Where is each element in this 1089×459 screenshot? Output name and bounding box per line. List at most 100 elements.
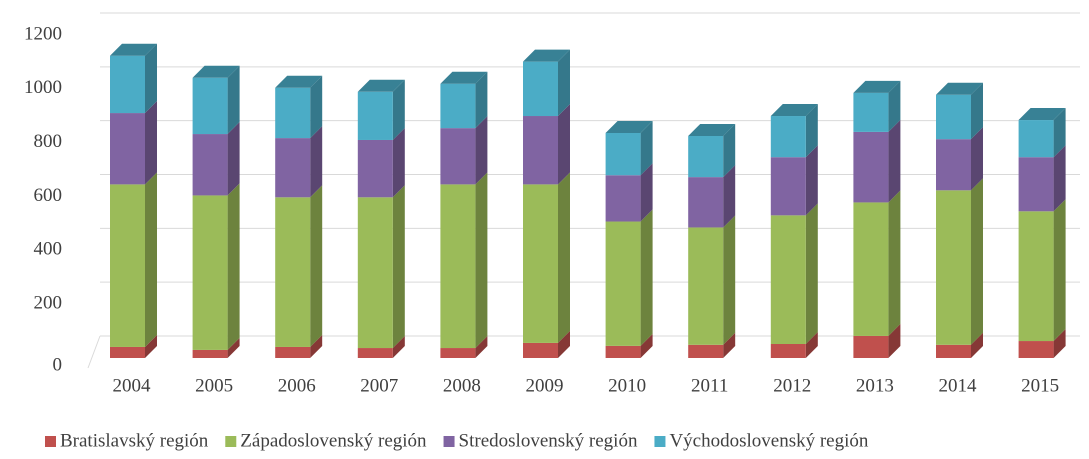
bar: [357, 91, 393, 140]
bar-top: [523, 49, 570, 62]
bar: [523, 61, 558, 117]
y-tick-label: 0: [53, 354, 63, 375]
bar-side: [723, 215, 736, 345]
legend-swatch: [225, 436, 237, 447]
bar: [275, 197, 311, 347]
bar-side: [392, 79, 405, 140]
x-tick-label: 2009: [526, 375, 564, 396]
bar-top: [1018, 108, 1066, 121]
bar-side: [145, 172, 157, 347]
bar-side: [227, 122, 240, 196]
bar-side: [392, 185, 405, 349]
bar-side: [805, 203, 818, 345]
bar-top: [275, 75, 323, 88]
legend-label: Bratislavský región: [60, 430, 209, 451]
bar: [192, 349, 228, 358]
x-tick-label: 2015: [1021, 375, 1059, 396]
legend-swatch: [654, 436, 666, 447]
bar-top: [853, 80, 901, 93]
bar: [605, 175, 641, 222]
bar-side: [1053, 108, 1066, 158]
y-tick-label: 400: [34, 239, 63, 260]
bar: [688, 344, 724, 358]
bar-side: [805, 145, 818, 216]
bar-side: [971, 127, 983, 191]
bar-side: [475, 116, 488, 185]
bar-side: [145, 101, 157, 185]
bar: [770, 116, 806, 158]
bar-side: [310, 75, 323, 139]
legend-swatch: [45, 436, 56, 447]
bar: [110, 184, 145, 347]
x-tick-label: 2011: [691, 375, 728, 396]
bar: [440, 128, 476, 185]
bar-side: [723, 332, 736, 358]
bar: [110, 55, 145, 114]
floor-edge: [87, 335, 101, 369]
bar: [357, 348, 393, 358]
bar-side: [1053, 329, 1066, 358]
bar: [275, 87, 311, 139]
y-tick-label: 200: [34, 293, 63, 314]
bar-side: [475, 71, 488, 129]
bar: [853, 202, 889, 336]
bar-side: [145, 43, 157, 114]
bar-side: [558, 49, 570, 117]
bar-side: [640, 209, 653, 346]
bar: [1018, 120, 1054, 158]
bar-side: [888, 190, 901, 336]
bar-side: [227, 337, 240, 358]
bar: [440, 348, 476, 358]
x-tick-label: 2014: [939, 375, 978, 396]
y-tick-label: 1200: [24, 23, 62, 44]
bar: [936, 94, 971, 140]
bar-side: [558, 330, 570, 358]
x-tick-label: 2006: [278, 375, 316, 396]
bar-side: [723, 165, 736, 228]
bar: [936, 344, 971, 358]
bar: [688, 177, 724, 228]
bar: [357, 197, 393, 349]
bar: [605, 221, 641, 346]
bar-side: [392, 127, 405, 198]
bar-side: [971, 82, 983, 140]
bar-top: [770, 104, 818, 117]
y-tick-label: 800: [34, 131, 63, 152]
bar-side: [640, 163, 653, 222]
bar: [110, 113, 145, 185]
bar-side: [475, 336, 488, 358]
y-tick-label: 600: [34, 185, 63, 206]
bar-side: [1053, 199, 1066, 342]
bar-side: [227, 65, 240, 135]
bar: [440, 83, 476, 129]
x-tick-label: 2013: [856, 375, 894, 396]
bar-side: [888, 119, 901, 203]
y-tick-label: 1000: [24, 77, 62, 98]
bar-side: [145, 334, 157, 358]
bar-side: [971, 332, 983, 358]
bar-side: [1053, 145, 1066, 212]
bar: [1018, 341, 1054, 358]
bar: [605, 345, 641, 358]
bar: [1018, 211, 1054, 342]
bar: [275, 138, 311, 198]
bar: [853, 131, 889, 203]
bar: [853, 92, 889, 132]
bar-side: [310, 126, 323, 198]
bar: [770, 215, 806, 345]
bar: [688, 227, 724, 345]
legend-label: Západoslovenský región: [240, 430, 427, 451]
bar-side: [640, 333, 653, 358]
bar: [523, 116, 558, 185]
bar-side: [723, 123, 736, 178]
bar: [523, 184, 558, 343]
x-tick-label: 2008: [443, 375, 481, 396]
bar: [192, 77, 228, 135]
x-tick-label: 2005: [195, 375, 233, 396]
bar: [770, 157, 806, 216]
bar: [523, 342, 558, 358]
bar: [110, 346, 145, 358]
bar: [357, 139, 393, 198]
bar: [1018, 157, 1054, 212]
